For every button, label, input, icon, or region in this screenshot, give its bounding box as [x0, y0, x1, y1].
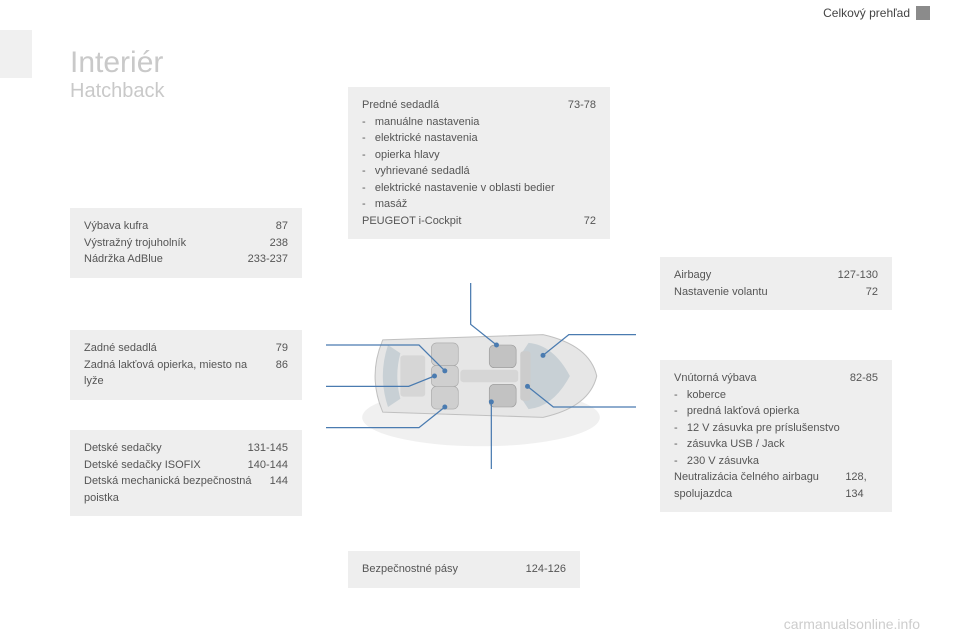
airbags-row-label: Airbagy: [674, 267, 711, 284]
cockpit-pages: 72: [584, 213, 596, 230]
child-seats-row-label: Detské sedačky: [84, 440, 162, 457]
interior-eq-label: Vnútorná výbava: [674, 370, 757, 387]
page-subtitle: Hatchback: [70, 80, 165, 103]
child-seats-row-pages: 140-144: [248, 457, 288, 474]
interior-eq-extra-pages: 128, 134: [845, 469, 878, 502]
front-seats-bullet: elektrické nastavenia: [362, 130, 596, 147]
car-diagram: [326, 260, 636, 492]
front-seats-bullet: elektrické nastavenie v oblasti bedier: [362, 180, 596, 197]
interior-eq-bullet: 12 V zásuvka pre príslušenstvo: [674, 420, 878, 437]
child-seats-row-label: Detská mechanická bezpečnostná poistka: [84, 473, 254, 506]
rear-seats-row-pages: 79: [276, 340, 288, 357]
front-seats-bullet: masáž: [362, 196, 596, 213]
seatbelts-row-label: Bezpečnostné pásy: [362, 561, 458, 578]
trunk-row-pages: 233-237: [248, 251, 288, 268]
rear-seats-row-label: Zadné sedadlá: [84, 340, 157, 357]
trunk-row-label: Výstražný trojuholník: [84, 235, 186, 252]
interior-eq-bullet: 230 V zásuvka: [674, 453, 878, 470]
front-seats-bullet: opierka hlavy: [362, 147, 596, 164]
seatbelts-row-pages: 124-126: [526, 561, 566, 578]
panel-trunk: Výbava kufra87 Výstražný trojuholník238 …: [70, 208, 302, 278]
panel-seatbelts: Bezpečnostné pásy 124-126: [348, 551, 580, 588]
front-seats-bullet: vyhrievané sedadlá: [362, 163, 596, 180]
page-header: Celkový prehľad: [0, 0, 960, 26]
airbags-row-pages: 127-130: [838, 267, 878, 284]
front-seats-bullet: manuálne nastavenia: [362, 114, 596, 131]
panel-front-seats: Predné sedadlá 73-78 manuálne nastavenia…: [348, 87, 610, 239]
panel-airbags: Airbagy 127-130 Nastavenie volantu 72: [660, 257, 892, 310]
rear-seats-row-pages: 86: [276, 357, 288, 390]
front-seats-pages: 73-78: [568, 97, 596, 114]
interior-eq-bullet: zásuvka USB / Jack: [674, 436, 878, 453]
interior-eq-bullet: koberce: [674, 387, 878, 404]
interior-eq-extra-label: Neutralizácia čelného airbagu spolujazdc…: [674, 469, 831, 502]
interior-eq-bullet: predná lakťová opierka: [674, 403, 878, 420]
child-seats-row-pages: 131-145: [248, 440, 288, 457]
page-title: Interiér: [70, 46, 163, 80]
trunk-row-pages: 238: [270, 235, 288, 252]
trunk-row-label: Výbava kufra: [84, 218, 148, 235]
trunk-row-label: Nádržka AdBlue: [84, 251, 163, 268]
panel-child-seats: Detské sedačky 131-145 Detské sedačky ISO…: [70, 430, 302, 516]
cockpit-label: PEUGEOT i-Cockpit: [362, 213, 461, 230]
page-marker: [916, 6, 930, 20]
left-tab: [0, 30, 32, 78]
child-seats-row-label: Detské sedačky ISOFIX: [84, 457, 201, 474]
panel-rear-seats: Zadné sedadlá 79 Zadná lakťová opierka, m…: [70, 330, 302, 400]
child-seats-row-pages: 144: [270, 473, 288, 506]
interior-eq-pages: 82-85: [850, 370, 878, 387]
header-section-label: Celkový prehľad: [823, 6, 910, 20]
footer-watermark: carmanualsonline.info: [784, 616, 920, 632]
front-seats-label: Predné sedadlá: [362, 97, 439, 114]
panel-interior-equipment: Vnútorná výbava 82-85 koberce predná lak…: [660, 360, 892, 512]
rear-seats-row-label: Zadná lakťová opierka, miesto na lyže: [84, 357, 262, 390]
airbags-row-pages: 72: [866, 284, 878, 301]
trunk-row-pages: 87: [276, 218, 288, 235]
airbags-row-label: Nastavenie volantu: [674, 284, 768, 301]
